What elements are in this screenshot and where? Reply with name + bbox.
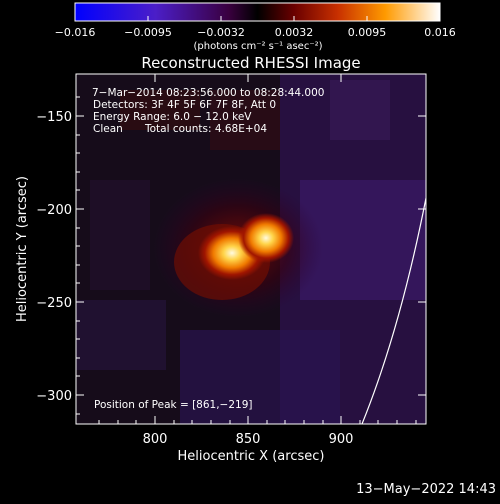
info-method: Clean (93, 123, 123, 135)
x-tick-label: 800 (143, 432, 168, 447)
flare-source-peak (238, 213, 294, 263)
y-tick-label: −250 (36, 296, 72, 311)
y-axis-label: Heliocentric Y (arcsec) (15, 176, 30, 322)
colorbar-tick-label: −0.0095 (124, 26, 172, 39)
image-title: Reconstructed RHESSI Image (141, 54, 360, 72)
info-energy-range: Energy Range: 6.0 − 12.0 keV (93, 111, 252, 123)
image-panel (76, 74, 426, 424)
x-axis-ticks (98, 74, 417, 424)
colorbar-tick-label: 0.0095 (348, 26, 387, 39)
y-tick-label: −300 (36, 389, 72, 404)
colorbar-units: (photons cm⁻² s⁻¹ asec⁻²) (193, 41, 322, 52)
footer-timestamp: 13−May−2022 14:43 (356, 482, 496, 497)
colorbar-tick-label: 0.0032 (275, 26, 314, 39)
solar-limb (361, 197, 426, 424)
x-tick-label: 850 (236, 432, 261, 447)
colorbar-tick-label: −0.0032 (197, 26, 245, 39)
info-total-counts: Total counts: 4.68E+04 (144, 123, 267, 135)
colorbar-ticks (74, 16, 441, 21)
info-detectors: Detectors: 3F 4F 5F 6F 7F 8F, Att 0 (93, 99, 276, 111)
x-axis-label: Heliocentric X (arcsec) (178, 449, 325, 464)
y-tick-label: −150 (36, 110, 72, 125)
colorbar-tick-label: −0.016 (55, 26, 96, 39)
y-axis-ticks (76, 96, 426, 415)
colorbar-tick-label: 0.016 (424, 26, 456, 39)
y-tick-label: −200 (36, 203, 72, 218)
colorbar (74, 2, 441, 22)
x-tick-label: 900 (329, 432, 354, 447)
info-time-range: 7−Mar−2014 08:23:56.000 to 08:28:44.000 (92, 87, 324, 99)
peak-position: Position of Peak = [861,−219] (94, 399, 253, 411)
